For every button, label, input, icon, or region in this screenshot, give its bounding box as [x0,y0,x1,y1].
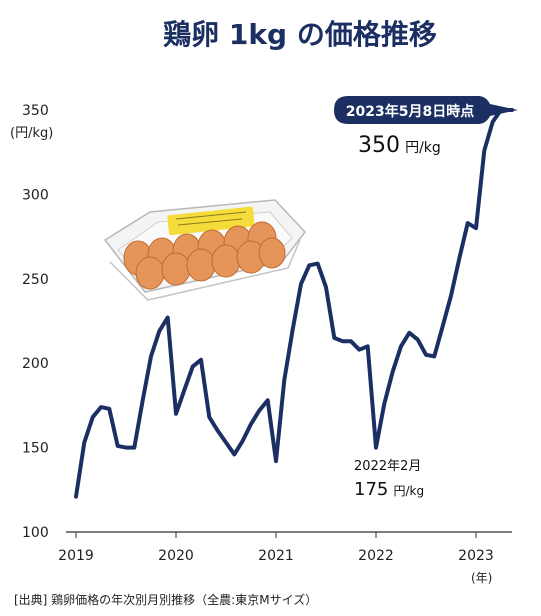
callout-date-label: 2023年5月8日時点 [346,103,474,120]
price-series-line-0 [74,108,514,499]
y-axis-unit-label: (円/kg) [10,126,53,141]
annotation-2022-02: 2022年2月 175 円/kg [354,459,424,500]
x-tick-label-2019: 2019 [58,548,94,564]
egg-carton-illustration [103,199,306,301]
series-layer [74,108,514,499]
x-tick-label-2021: 2021 [258,548,294,564]
annotation-2022-02-value: 175 円/kg [354,479,424,500]
x-tick-label-2020: 2020 [158,548,194,564]
source-note: [出典] 鶏卵価格の年次別月別推移（全農:東京Mサイズ） [14,592,317,607]
y-tick-label-250: 250 [22,272,49,288]
x-tick-label-2023: 2023 [458,548,494,564]
callout-price-unit: 円/kg [405,140,441,156]
y-tick-label-350: 350 [22,103,49,119]
y-tick-label-200: 200 [22,356,49,372]
annotation-2022-02-number: 175 [354,479,388,500]
y-tick-label-100: 100 [22,525,49,541]
y-tick-label-300: 300 [22,187,49,203]
callout-price-value: 350 円/kg [358,133,441,158]
axes-layer: 100 150 200 250 300 350 2019 2020 2021 2022 2023 [22,103,512,564]
chart-title: 鶏卵 1kg の価格推移 [163,18,437,51]
x-tick-label-2022: 2022 [358,548,394,564]
annotation-2022-02-unit: 円/kg [393,484,424,498]
callout-price-number: 350 [358,133,400,158]
annotation-2022-02-label: 2022年2月 [354,459,421,474]
x-axis-unit-label: (年) [471,571,492,585]
y-tick-label-150: 150 [22,441,49,457]
annotation-2023-callout: 2023年5月8日時点 350 円/kg [334,96,518,158]
callout-bubble [334,96,518,124]
